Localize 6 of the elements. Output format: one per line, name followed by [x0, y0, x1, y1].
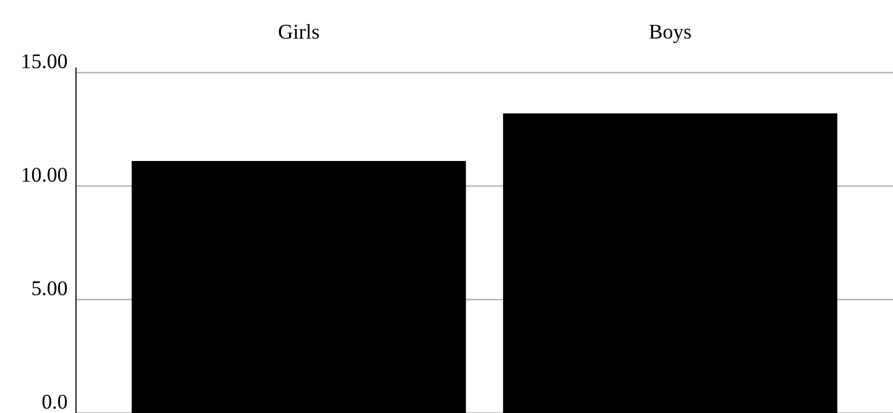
y-tick-label: 15.00: [22, 54, 67, 68]
x-tick-label: Girls: [278, 24, 319, 39]
y-tick-label: 0.0: [42, 394, 67, 409]
x-tick-label: Boys: [649, 24, 691, 43]
y-tick-label: 10.00: [22, 168, 67, 182]
y-tick-label: 5.00: [32, 281, 67, 296]
